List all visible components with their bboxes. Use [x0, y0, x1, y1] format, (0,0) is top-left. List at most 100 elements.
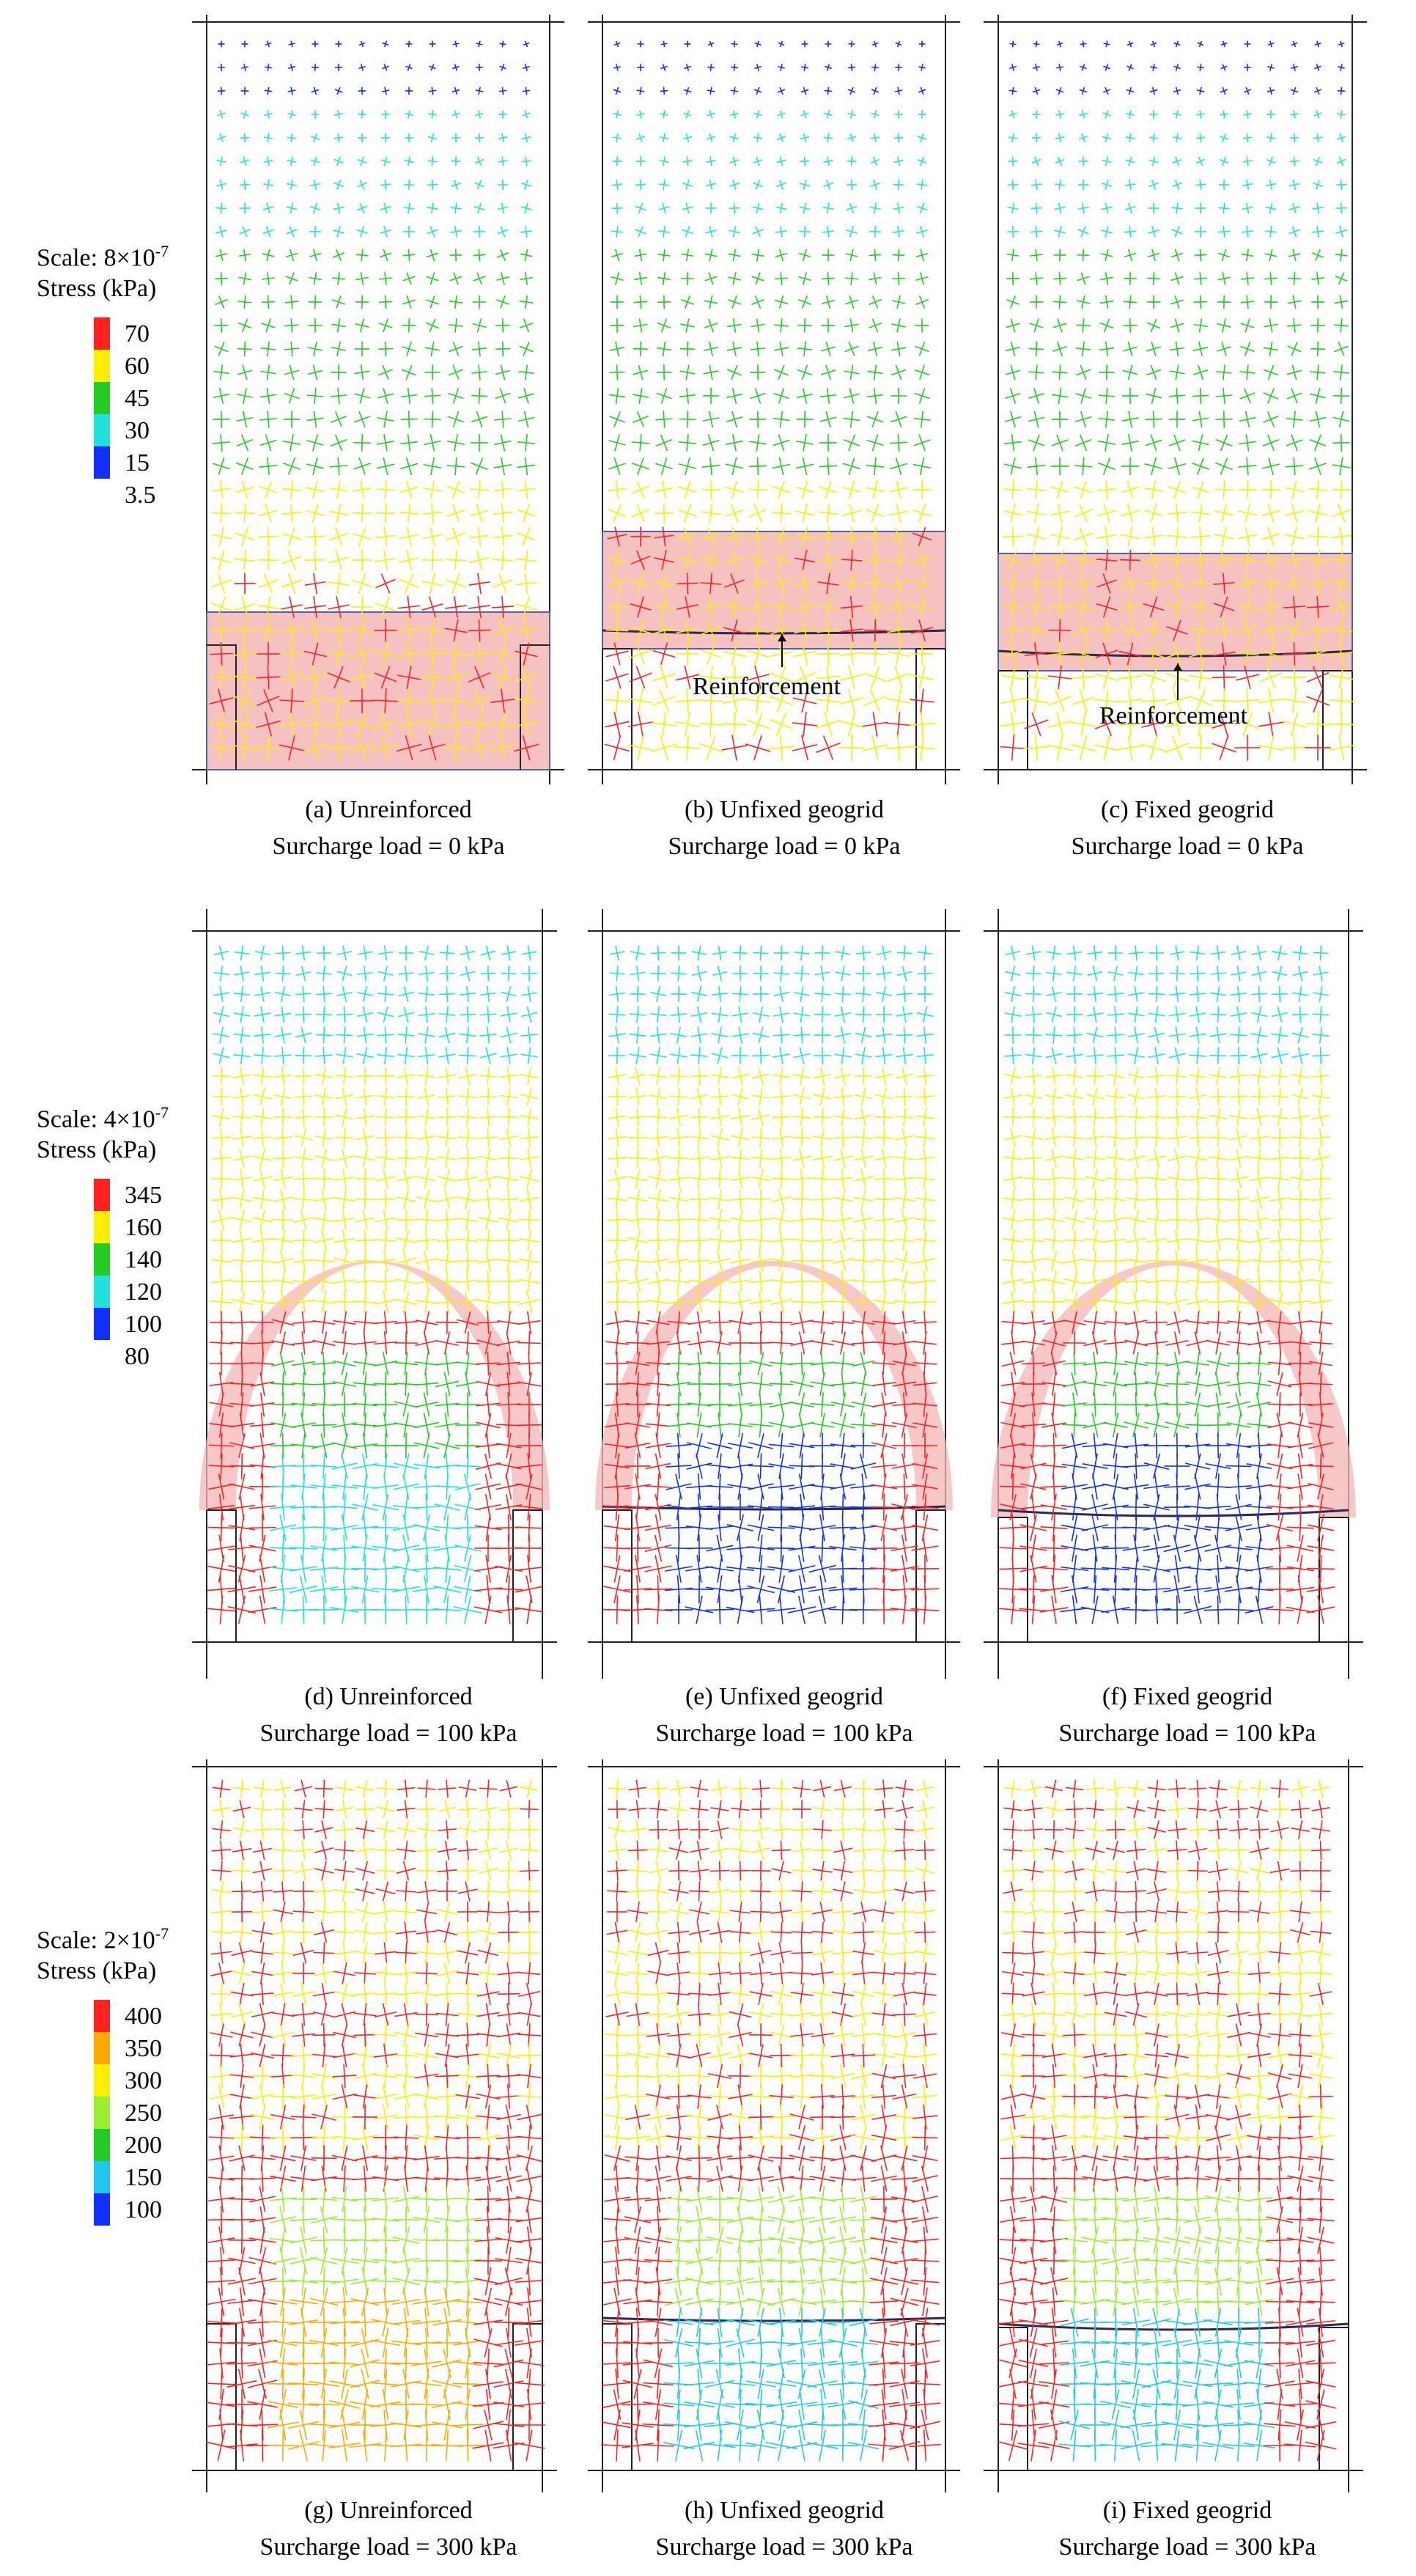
stress-mark — [1152, 133, 1155, 143]
stress-mark — [896, 503, 901, 523]
stress-mark — [718, 1229, 722, 1251]
stress-mark — [1316, 202, 1319, 214]
stress-mark — [800, 1006, 804, 1023]
stress-mark — [527, 1108, 531, 1127]
stress-mark — [707, 526, 715, 547]
stress-mark — [1058, 364, 1061, 380]
stress-mark — [696, 1291, 703, 1313]
stress-mark — [685, 180, 690, 190]
stress-mark — [383, 202, 388, 214]
arching-zone — [602, 531, 946, 649]
stress-mark — [473, 689, 485, 713]
stress-mark — [290, 295, 293, 309]
stress-mark — [238, 1291, 246, 1313]
stress-mark — [358, 642, 366, 666]
trapdoor-left — [207, 1509, 237, 1642]
stress-mark — [429, 526, 435, 547]
stress-mark — [918, 526, 926, 547]
stress-mark — [685, 364, 690, 380]
stress-mark — [849, 411, 854, 428]
stress-mark — [870, 666, 880, 689]
stress-mark — [1220, 434, 1228, 452]
stress-mark — [1151, 249, 1156, 262]
stress-mark — [656, 1006, 660, 1023]
stress-mark — [407, 202, 411, 214]
stress-mark — [818, 1555, 827, 1583]
stress-mark — [1199, 272, 1202, 285]
stress-mark — [290, 318, 293, 333]
stress-mark — [1149, 666, 1158, 689]
stress-mark — [1058, 87, 1062, 95]
stress-mark — [881, 986, 887, 1002]
stress-mark — [923, 1270, 927, 1292]
stress-mark — [737, 1067, 743, 1085]
stress-mark — [1079, 735, 1088, 761]
stress-mark — [342, 1209, 347, 1231]
stress-mark — [613, 1575, 621, 1603]
stress-mark — [896, 619, 901, 642]
stress-mark — [826, 503, 830, 523]
stress-mark — [484, 1595, 492, 1624]
stress-mark — [526, 1595, 532, 1624]
stress-mark — [281, 1047, 284, 1064]
stress-mark — [841, 1595, 844, 1624]
stress-mark — [444, 1413, 450, 1438]
stress-mark — [635, 1087, 640, 1106]
stress-mark — [281, 1290, 285, 1314]
stress-mark — [336, 87, 341, 95]
stress-mark — [523, 318, 529, 333]
stress-mark — [487, 1270, 490, 1292]
stress-mark — [408, 133, 410, 143]
stress-mark — [1268, 596, 1274, 618]
stress-mark — [780, 1108, 783, 1127]
stress-mark — [300, 1555, 306, 1583]
stress-mark — [923, 1128, 927, 1147]
stress-mark — [658, 689, 670, 713]
stress-mark — [696, 1006, 702, 1023]
stress-mark — [1105, 180, 1109, 190]
stress-mark — [219, 1026, 224, 1044]
stress-mark — [1128, 411, 1132, 428]
stress-mark — [862, 1413, 865, 1438]
stress-mark — [219, 156, 224, 166]
stress-mark — [1034, 735, 1039, 761]
stress-mark — [798, 1595, 805, 1624]
stress-mark — [281, 1229, 285, 1251]
panel-load: Surcharge load = 0 kPa — [272, 833, 505, 860]
stress-mark — [800, 1493, 804, 1521]
stress-mark — [873, 180, 877, 190]
stress-mark — [1315, 156, 1321, 166]
stress-mark — [800, 1108, 803, 1127]
stress-mark — [754, 388, 762, 404]
stress-mark — [709, 364, 713, 380]
stress-mark — [1079, 688, 1088, 713]
stress-mark — [383, 1250, 388, 1272]
stress-mark — [1032, 596, 1041, 618]
stress-mark — [1127, 202, 1133, 214]
stress-mark — [1221, 156, 1227, 166]
stress-mark — [302, 1108, 305, 1127]
stress-mark — [267, 411, 270, 428]
stress-mark — [801, 295, 808, 309]
stress-mark — [478, 642, 481, 666]
stress-mark — [759, 1595, 763, 1624]
stress-mark — [240, 1006, 244, 1023]
stress-mark — [881, 1087, 887, 1106]
stress-mark — [465, 1067, 471, 1085]
stress-mark — [1316, 596, 1319, 618]
stress-mark — [800, 1209, 804, 1231]
stress-mark — [1293, 318, 1296, 333]
stress-mark — [1011, 480, 1014, 499]
stress-mark — [616, 1148, 619, 1169]
stress-mark — [1127, 596, 1133, 618]
stress-mark — [635, 642, 646, 666]
stress-mark — [485, 1148, 491, 1169]
stress-mark — [802, 503, 808, 523]
stress-mark — [1339, 226, 1343, 238]
stress-mark — [779, 1128, 783, 1147]
stress-mark — [299, 1575, 308, 1603]
stress-mark — [1011, 179, 1014, 191]
stress-mark — [663, 226, 665, 238]
stress-mark — [613, 504, 622, 523]
stress-mark — [1175, 364, 1179, 380]
